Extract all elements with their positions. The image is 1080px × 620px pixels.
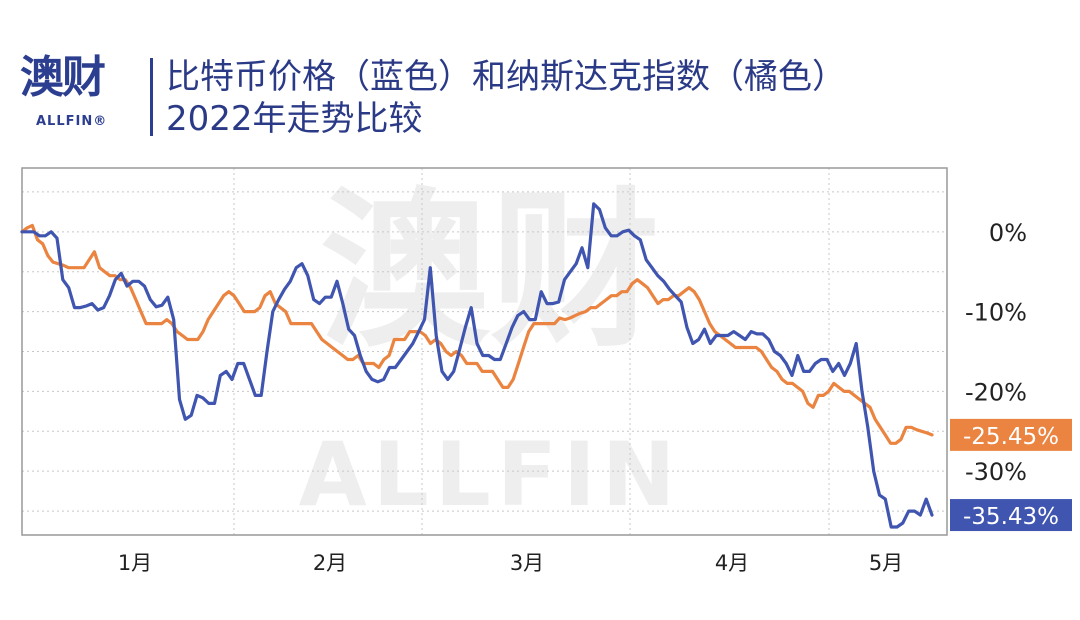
- allfin-logo: 澳财 ALLFIN®: [20, 50, 145, 140]
- watermark-en: ALLFIN: [299, 423, 682, 526]
- x-tick-label: 2月: [313, 551, 347, 575]
- bitcoin-series-line: [20, 202, 934, 529]
- x-tick-label: 1月: [118, 551, 152, 575]
- watermark: 澳财 ALLFIN: [299, 173, 682, 526]
- bitcoin-end-label-box: [950, 499, 1072, 532]
- y-tick-label: 0%: [989, 219, 1027, 247]
- nasdaq-end-label-box: [950, 418, 1072, 451]
- bitcoin-end-label: -35.43%: [963, 504, 1059, 530]
- x-tick-label: 5月: [869, 551, 903, 575]
- end-labels: -35.43% -25.45%: [950, 418, 1072, 532]
- y-tick-label: -10%: [965, 299, 1027, 327]
- logo-subtext: ALLFIN®: [36, 114, 108, 129]
- series-lines: [20, 202, 934, 529]
- x-tick-label: 3月: [510, 551, 544, 575]
- title-line-1: 比特币价格（蓝色）和纳斯达克指数（橘色）: [166, 57, 846, 97]
- logo-divider: [150, 58, 153, 136]
- nasdaq-end-label: -25.45%: [963, 424, 1059, 450]
- y-tick-labels: 0% -10% -20% -30%: [965, 219, 1027, 486]
- x-tick-label: 4月: [715, 551, 749, 575]
- y-tick-label: -20%: [965, 378, 1027, 406]
- plot-frame: [21, 167, 948, 536]
- x-tick-labels: 1月 2月 3月 4月 5月: [118, 551, 903, 575]
- watermark-cn: 澳财: [320, 173, 660, 371]
- title-line-2: 2022年走势比较: [166, 99, 423, 139]
- logo-text: 澳财: [20, 52, 106, 103]
- chart-title: 比特币价格（蓝色）和纳斯达克指数（橘色） 2022年走势比较: [166, 56, 1066, 140]
- grid: [22, 168, 947, 535]
- y-tick-label: -30%: [965, 458, 1027, 486]
